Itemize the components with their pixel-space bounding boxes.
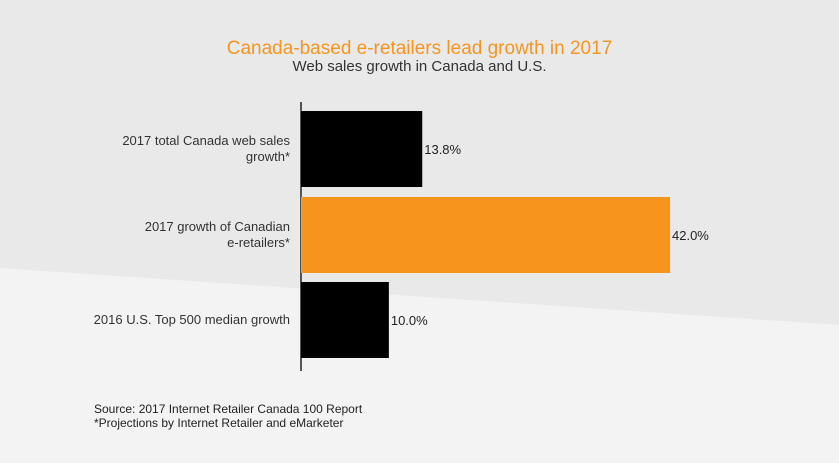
category-label-1-line-1: 2017 total Canada web sales — [122, 133, 290, 148]
category-label-3: 2016 U.S. Top 500 median growth — [94, 312, 290, 327]
bar-2 — [301, 197, 670, 273]
category-label-2-line-2: e-retailers* — [227, 235, 290, 250]
bar-1 — [301, 111, 423, 187]
value-label-2: 42.0% — [672, 228, 709, 243]
chart-title: Canada-based e-retailers lead growth in … — [226, 38, 613, 59]
category-label-3-line-1: 2016 U.S. Top 500 median growth — [94, 312, 290, 327]
category-label-1: 2017 total Canada web sales growth* — [122, 133, 290, 164]
value-label-1: 13.8% — [424, 142, 461, 157]
footnotes: Source: 2017 Internet Retailer Canada 10… — [94, 402, 362, 430]
source-note: Source: 2017 Internet Retailer Canada 10… — [94, 402, 363, 416]
projection-note: *Projections by Internet Retailer and eM… — [94, 416, 344, 430]
category-label-1-line-2: growth* — [246, 149, 290, 164]
category-label-2-line-1: 2017 growth of Canadian — [145, 219, 290, 234]
bar-3 — [301, 282, 389, 358]
category-label-2: 2017 growth of Canadian e-retailers* — [145, 219, 290, 250]
value-label-3: 10.0% — [391, 313, 428, 328]
chart-subtitle: Web sales growth in Canada and U.S. — [292, 58, 547, 75]
